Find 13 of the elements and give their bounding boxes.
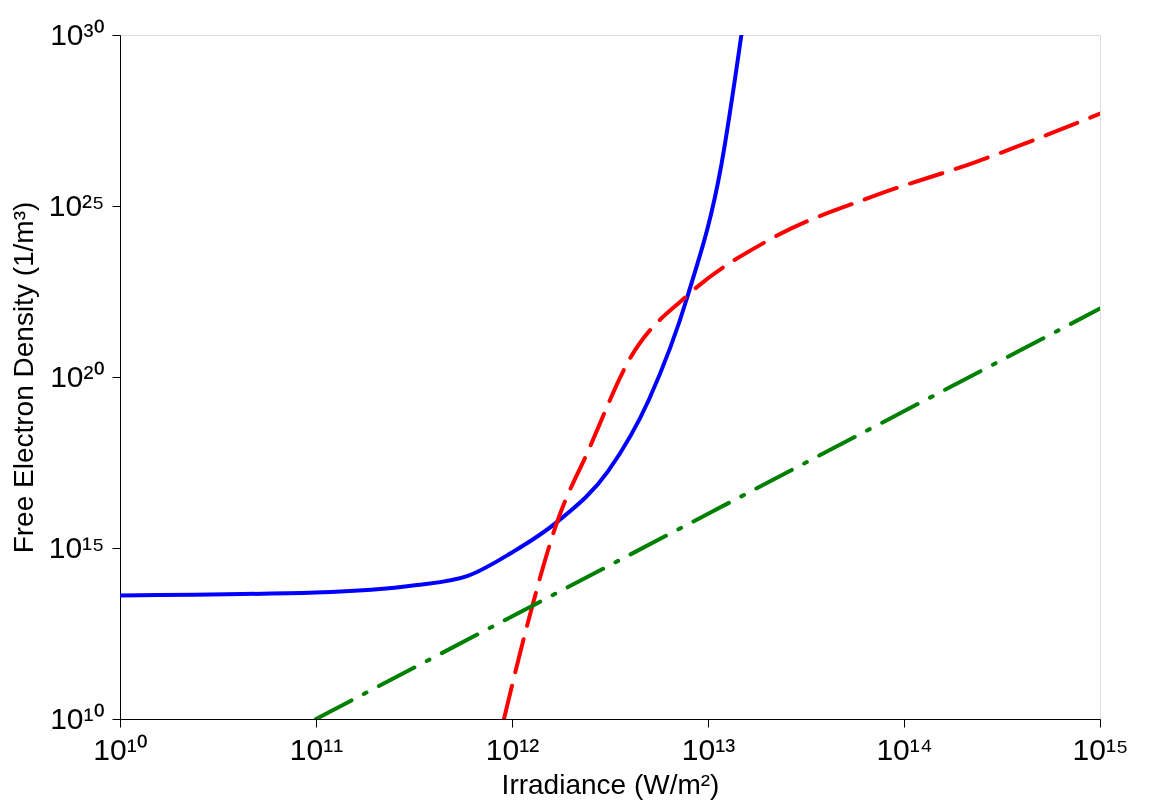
x-tick-label: 10¹⁰ <box>93 732 148 766</box>
y-tick-label: 10¹⁵ <box>48 530 105 564</box>
y-tick-label: 10¹⁰ <box>50 701 105 735</box>
x-tick-label: 10¹² <box>485 732 540 766</box>
y-tick-label: 10²⁰ <box>50 359 105 393</box>
x-tick-label: 10¹¹ <box>289 732 344 766</box>
x-tick-label: 10¹³ <box>681 732 736 766</box>
y-tick-label: 10³⁰ <box>50 17 105 51</box>
x-tick-label: 10¹⁴ <box>876 732 933 766</box>
y-axis-title: Free Electron Density (1/m³) <box>7 201 39 554</box>
x-axis-title: Irradiance (W/m²) <box>501 768 720 800</box>
x-tick-label: 10¹⁵ <box>1072 732 1129 766</box>
y-tick-label: 10²⁵ <box>48 188 105 222</box>
